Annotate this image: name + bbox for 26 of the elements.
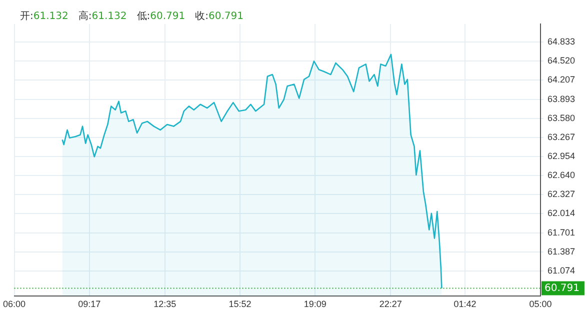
- x-tick-label: 01:42: [454, 299, 476, 310]
- y-tick-label: 63.267: [547, 132, 576, 142]
- y-tick-label: 64.833: [547, 36, 576, 47]
- x-tick-label: 06:00: [2, 299, 26, 310]
- y-tick-label: 61.387: [547, 246, 576, 256]
- x-tick-label: 09:17: [78, 299, 101, 310]
- y-tick-label: 61.701: [547, 227, 576, 238]
- x-tick-label: 05:00: [529, 299, 552, 310]
- y-tick-label: 62.954: [547, 150, 576, 161]
- y-tick-label: 62.327: [547, 189, 576, 200]
- x-tick-label: 12:35: [154, 299, 176, 310]
- x-tick-label: 22:27: [379, 299, 402, 310]
- y-tick-label: 63.580: [547, 112, 576, 123]
- x-tick-label: 15:52: [228, 299, 252, 310]
- text: 开:61.132: [20, 11, 68, 22]
- text: 收:60.791: [195, 11, 244, 22]
- y-tick-label: 63.893: [547, 94, 576, 104]
- y-tick-label: 62.640: [547, 170, 576, 180]
- ref-line-label: 60.791: [544, 282, 580, 294]
- y-tick-label: 64.207: [547, 74, 576, 85]
- y-tick-label: 62.014: [547, 208, 576, 218]
- y-tick-label: 64.520: [547, 56, 576, 66]
- y-tick-label: 61.074: [547, 265, 576, 276]
- text: 高:61.132: [78, 11, 127, 22]
- text: 低:60.791: [136, 11, 186, 22]
- x-tick-label: 19:09: [304, 299, 326, 310]
